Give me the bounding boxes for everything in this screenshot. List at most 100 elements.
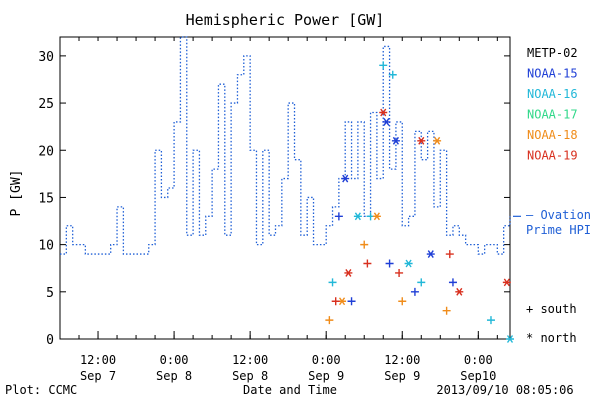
plus-stroke — [325, 316, 334, 325]
y-tick-label: 10 — [38, 239, 54, 254]
x-tick-time: 12:00 — [80, 353, 116, 367]
ovation-legend-line2: Prime HPI — [526, 223, 591, 237]
legend-metp-02: METP-02 — [527, 46, 578, 60]
north-point-noaa-15 — [382, 118, 391, 126]
plot-frame — [59, 36, 511, 340]
south-point-noaa-19 — [445, 250, 454, 259]
legend-noaa-18: NOAA-18 — [527, 128, 578, 142]
plus-stroke — [363, 259, 372, 268]
star-stroke — [426, 250, 435, 258]
south-point-noaa-15 — [334, 212, 343, 221]
south-point-noaa-18 — [398, 297, 407, 306]
y-tick-label: 30 — [38, 50, 54, 65]
south-point-noaa-16 — [328, 278, 337, 287]
x-tick-time: 12:00 — [232, 353, 268, 367]
star-stroke — [341, 174, 350, 183]
x-tick-date: Sep 9 — [384, 369, 420, 383]
south-point-noaa-16 — [486, 316, 495, 325]
x-tick-date: Sep 9 — [308, 369, 344, 383]
plus-stroke — [417, 278, 426, 287]
star-stroke — [391, 136, 400, 145]
north-point-noaa-16 — [353, 212, 362, 221]
north-point-noaa-19 — [417, 136, 426, 145]
plus-stroke — [388, 70, 397, 79]
north-point-noaa-15 — [426, 250, 435, 258]
legend-north-marker: * north — [526, 331, 577, 345]
star-stroke — [344, 269, 353, 277]
north-point-noaa-18 — [372, 212, 381, 221]
y-tick-label: 20 — [38, 144, 54, 159]
north-point-noaa-16 — [404, 259, 413, 268]
legend-noaa-16: NOAA-16 — [527, 87, 578, 101]
ovation-hpi-line — [60, 36, 511, 255]
x-tick-date: Sep 8 — [156, 369, 192, 383]
south-point-noaa-18 — [442, 306, 451, 315]
star-stroke — [382, 118, 391, 126]
plus-stroke — [334, 212, 343, 221]
plus-stroke — [442, 306, 451, 315]
north-point-noaa-19 — [502, 278, 511, 287]
ovation-legend-line1: — Ovation — [526, 208, 591, 222]
plus-stroke — [486, 316, 495, 325]
north-point-noaa-15 — [391, 136, 400, 145]
star-stroke — [506, 335, 514, 343]
plus-stroke — [445, 250, 454, 259]
y-tick-label: 0 — [46, 333, 54, 348]
x-tick-date: Sep 7 — [80, 369, 116, 383]
legend-noaa-15: NOAA-15 — [527, 67, 578, 81]
x-tick-date: Sep10 — [460, 369, 496, 383]
star-stroke — [379, 108, 388, 117]
north-point-noaa-19 — [344, 269, 353, 277]
y-tick-label: 5 — [46, 286, 54, 301]
legend-noaa-19: NOAA-19 — [527, 149, 578, 163]
footer-left: Plot: CCMC — [5, 383, 77, 397]
plus-stroke — [395, 268, 404, 277]
legend-noaa-17: NOAA-17 — [527, 108, 578, 122]
north-point-noaa-18 — [433, 136, 442, 145]
south-point-noaa-16 — [417, 278, 426, 287]
x-tick-date: Sep 8 — [232, 369, 268, 383]
star-stroke — [404, 259, 413, 268]
x-axis-label: Date and Time — [243, 383, 337, 397]
plus-stroke — [328, 278, 337, 287]
south-point-noaa-19 — [331, 297, 340, 306]
south-point-noaa-15 — [347, 297, 356, 306]
north-point-noaa-19 — [455, 287, 464, 296]
x-tick-time: 12:00 — [384, 353, 420, 367]
x-tick-time: 0:00 — [464, 353, 493, 367]
star-stroke — [417, 136, 426, 145]
south-point-noaa-18 — [360, 240, 369, 249]
star-stroke — [455, 287, 464, 296]
south-point-noaa-15 — [448, 278, 457, 287]
legend-south-marker: + south — [526, 302, 577, 316]
x-tick-time: 0:00 — [160, 353, 189, 367]
star-stroke — [433, 136, 442, 145]
star-stroke — [502, 278, 511, 287]
south-point-noaa-19 — [363, 259, 372, 268]
plus-stroke — [379, 61, 388, 70]
north-point-noaa-15 — [341, 174, 350, 183]
y-tick-label: 25 — [38, 97, 54, 112]
north-point-noaa-16 — [506, 335, 514, 343]
south-point-noaa-18 — [325, 316, 334, 325]
south-point-noaa-16 — [388, 70, 397, 79]
y-tick-label: 15 — [38, 191, 54, 206]
plus-stroke — [331, 297, 340, 306]
plus-stroke — [410, 287, 419, 296]
plus-stroke — [448, 278, 457, 287]
north-point-noaa-19 — [379, 108, 388, 117]
y-axis-label: P [GW] — [9, 170, 24, 217]
plus-stroke — [385, 259, 394, 268]
south-point-noaa-15 — [385, 259, 394, 268]
plus-stroke — [360, 240, 369, 249]
south-point-noaa-19 — [395, 268, 404, 277]
plus-stroke — [347, 297, 356, 306]
south-point-noaa-16 — [379, 61, 388, 70]
footer-right: 2013/09/10 08:05:06 — [436, 383, 573, 397]
star-stroke — [353, 212, 362, 221]
south-point-noaa-15 — [410, 287, 419, 296]
chart-title: Hemispheric Power [GW] — [186, 11, 385, 29]
x-tick-time: 0:00 — [312, 353, 341, 367]
star-stroke — [372, 212, 381, 221]
